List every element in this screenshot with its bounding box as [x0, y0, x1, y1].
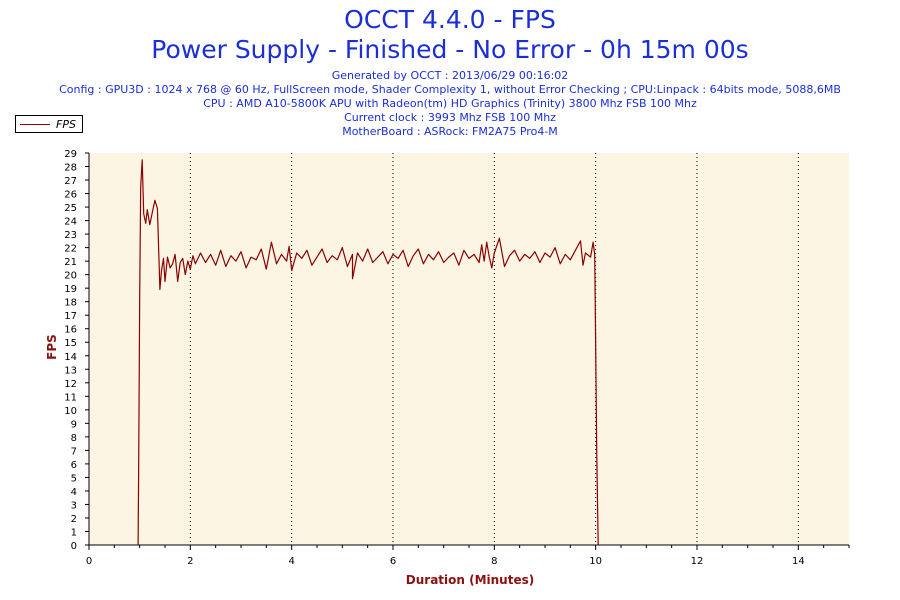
y-tick-label: 29: [64, 149, 77, 160]
y-tick-label: 24: [64, 217, 77, 228]
chart-title: OCCT 4.4.0 - FPS: [344, 5, 556, 34]
y-tick-label: 2: [71, 514, 77, 525]
y-tick-label: 0: [71, 541, 77, 552]
x-tick-label: 2: [187, 556, 193, 567]
x-tick-label: 6: [390, 556, 396, 567]
x-tick-label: 10: [589, 556, 602, 567]
y-tick-label: 28: [64, 163, 77, 174]
y-axis-title: FPS: [44, 334, 59, 360]
series-line-fps: [137, 159, 599, 546]
y-tick-label: 16: [64, 325, 77, 336]
legend-label: FPS: [56, 117, 76, 131]
y-tick-label: 7: [71, 446, 77, 457]
info-generated: Generated by OCCT : 2013/06/29 00:16:02: [331, 69, 569, 82]
legend-swatch: [20, 123, 50, 125]
y-tick-label: 9: [71, 419, 77, 430]
y-tick-label: 27: [64, 176, 77, 187]
x-axis-title: Duration (Minutes): [405, 573, 535, 587]
y-tick-label: 18: [64, 298, 77, 309]
y-tick-label: 15: [64, 338, 77, 349]
y-tick-label: 5: [71, 473, 77, 484]
y-tick-label: 3: [71, 500, 77, 511]
info-cpu: CPU : AMD A10-5800K APU with Radeon(tm) …: [203, 97, 697, 110]
chart-subtitle: Power Supply - Finished - No Error - 0h …: [151, 35, 749, 64]
x-tick-label: 4: [288, 556, 294, 567]
y-tick-label: 19: [64, 284, 77, 295]
y-tick-label: 10: [64, 406, 77, 417]
y-tick-label: 13: [64, 365, 77, 376]
y-tick-label: 4: [71, 487, 77, 498]
info-motherboard: MotherBoard : ASRock: FM2A75 Pro4-M: [342, 125, 558, 138]
info-config: Config : GPU3D : 1024 x 768 @ 60 Hz, Ful…: [59, 83, 841, 96]
x-tick-label: 0: [86, 556, 92, 567]
y-tick-label: 1: [71, 527, 77, 538]
y-tick-label: 25: [64, 203, 77, 214]
y-tick-label: 20: [64, 271, 77, 282]
y-tick-label: 11: [64, 392, 77, 403]
y-tick-label: 6: [71, 460, 77, 471]
info-clock: Current clock : 3993 Mhz FSB 100 Mhz: [344, 111, 556, 124]
legend: FPS: [15, 115, 83, 133]
plot-area: [89, 153, 849, 545]
y-tick-label: 22: [64, 244, 77, 255]
x-tick-label: 8: [491, 556, 497, 567]
y-tick-label: 8: [71, 433, 77, 444]
y-tick-label: 14: [64, 352, 77, 363]
y-tick-label: 12: [64, 379, 77, 390]
x-tick-label: 12: [691, 556, 704, 567]
y-tick-label: 23: [64, 230, 77, 241]
y-tick-label: 21: [64, 257, 77, 268]
y-tick-label: 26: [64, 190, 77, 201]
x-tick-label: 14: [792, 556, 805, 567]
y-tick-label: 17: [64, 311, 77, 322]
